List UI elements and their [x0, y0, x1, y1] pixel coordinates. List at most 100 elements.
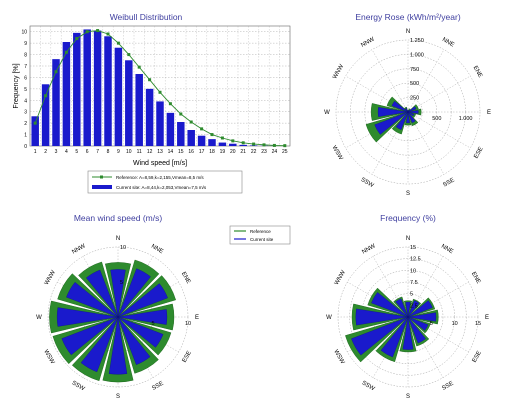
weibull-xtick-label: 3 — [55, 149, 58, 155]
speed-rose-title: Mean wind speed (m/s) — [74, 213, 163, 223]
energy-rose-direction-label: NNE — [441, 37, 455, 49]
speed-rose-current-wedge — [80, 316, 119, 373]
weibull-reference-line — [33, 29, 287, 148]
speed-rose-current-wedge — [86, 269, 119, 318]
energy-rose-direction-label: N — [406, 29, 410, 35]
frequency-rose-current-wedge — [407, 300, 420, 318]
weibull-ytick-label: 10 — [21, 30, 27, 36]
frequency-rose-direction-label: E — [485, 315, 489, 321]
speed-rose-current-wedge — [61, 316, 119, 356]
weibull-reference-marker — [262, 143, 266, 147]
weibull-xtick-label: 12 — [147, 149, 153, 155]
frequency-rose-direction-label: ENE — [470, 271, 481, 285]
weibull-reference-marker — [168, 102, 172, 106]
frequency-rose-direction-label: NNW — [361, 243, 377, 256]
frequency-rose-direction-label: SSE — [441, 381, 454, 392]
energy-rose-direction-label: ESE — [473, 146, 484, 159]
frequency-rose-direction-label: WSW — [332, 349, 345, 366]
weibull-reference-marker — [210, 133, 214, 137]
energy-rose-current-wedge — [374, 111, 409, 135]
legend-reference-marker-icon — [100, 175, 103, 179]
frequency-rose-spoke — [372, 316, 409, 378]
speed-rose-current-wedge — [56, 307, 119, 327]
weibull-reference-marker — [64, 50, 68, 54]
speed-rose-current-wedge — [110, 269, 126, 318]
frequency-rose-direction-label: WNW — [334, 269, 347, 286]
frequency-rose-direction-label: SSW — [361, 380, 376, 392]
weibull-bar — [83, 29, 91, 146]
legend-reference-label: Reference: A=8,59,k=2,155,Vmean=8,5 m/s — [116, 175, 204, 180]
energy-rose-spoke — [407, 111, 471, 149]
energy-rose-direction-label: E — [487, 110, 491, 116]
speed-rose-direction-label: N — [116, 236, 120, 242]
weibull-reference-marker — [85, 30, 89, 34]
energy-rose-panel: Energy Rose (kWh/m²/year) 250 500 750 1.000… — [324, 12, 491, 197]
weibull-bar — [249, 145, 258, 146]
frequency-rose-ring-label: 10 — [410, 268, 416, 274]
speed-rose-direction-label: W — [36, 315, 42, 321]
energy-rose-spoke — [407, 49, 445, 113]
weibull-xtick-label: 20 — [230, 149, 236, 155]
speed-rose-direction-label: ESE — [182, 350, 193, 363]
frequency-rose-current-wedge — [407, 300, 433, 318]
weibull-reference-marker — [127, 53, 131, 57]
speed-rose-axis-label: 10 — [185, 321, 191, 327]
weibull-bar — [218, 142, 227, 146]
weibull-bar — [187, 130, 195, 146]
energy-rose-current-wedge — [407, 109, 410, 113]
speed-rose-direction-label: WSW — [42, 349, 55, 366]
frequency-rose-spoke — [347, 281, 409, 318]
weibull-xtick-label: 9 — [117, 149, 120, 155]
weibull-ytick-label: 1 — [24, 133, 27, 139]
weibull-reference-marker — [75, 37, 79, 41]
weibull-bar — [41, 84, 50, 146]
weibull-xtick-label: 8 — [107, 149, 110, 155]
frequency-rose-direction-label: N — [406, 236, 410, 242]
weibull-xtick-label: 2 — [44, 149, 47, 155]
frequency-rose-ring-label: 15 — [410, 245, 416, 251]
energy-rose-direction-label: WNW — [332, 63, 345, 80]
energy-rose-ring-label: 500 — [410, 81, 419, 87]
weibull-reference-marker — [241, 141, 245, 145]
weibull-xtick-label: 6 — [86, 149, 89, 155]
energy-rose-direction-label: SSW — [360, 177, 375, 189]
energy-rose-direction-label: W — [324, 110, 330, 116]
energy-rose-current-wedge — [405, 108, 409, 113]
weibull-title: Weibull Distribution — [110, 12, 183, 22]
weibull-ytick-label: 7 — [24, 64, 27, 70]
frequency-rose-axis-label: 15 — [475, 321, 481, 327]
energy-rose-ring-label: 750 — [410, 67, 419, 73]
weibull-ytick-label: 9 — [24, 41, 27, 47]
weibull-reference-marker — [200, 127, 204, 131]
weibull-reference-marker — [54, 70, 58, 74]
energy-rose-current-wedge — [407, 111, 416, 123]
energy-rose-spoke — [371, 49, 409, 113]
energy-rose-current-wedge — [391, 100, 409, 113]
rose-legend-current-label: Current site — [250, 237, 274, 242]
weibull-bar — [104, 36, 112, 146]
speed-rose-spoke — [82, 256, 119, 318]
speed-rose-ring-label: 10 — [120, 245, 126, 251]
legend-current-label: Current site: A=8,44,k=2,053,Vmean=7,5 m… — [116, 185, 207, 190]
weibull-ytick-label: 6 — [24, 75, 27, 81]
frequency-rose-spoke — [407, 281, 469, 318]
energy-rose-current-wedge — [407, 110, 419, 114]
weibull-xtick-label: 24 — [272, 149, 278, 155]
weibull-bars — [31, 29, 279, 147]
speed-rose-current-wedge — [108, 316, 128, 375]
weibull-reference-marker — [283, 144, 287, 148]
weibull-reference-marker — [158, 90, 162, 94]
weibull-bar — [114, 47, 123, 146]
weibull-bar — [135, 74, 143, 146]
weibull-xtick-label: 25 — [282, 149, 288, 155]
weibull-ytick-label: 8 — [24, 53, 27, 59]
speed-rose-current-wedge — [117, 309, 168, 325]
weibull-xtick-label: 16 — [188, 149, 194, 155]
speed-rose-direction-label: E — [195, 315, 199, 321]
weibull-bar — [197, 135, 206, 146]
weibull-reference-marker — [189, 120, 193, 124]
weibull-xtick-label: 17 — [199, 149, 205, 155]
speed-rose-direction-label: SSW — [71, 380, 86, 392]
weibull-ytick-label: 0 — [24, 144, 27, 150]
weibull-reference-marker — [106, 32, 110, 36]
